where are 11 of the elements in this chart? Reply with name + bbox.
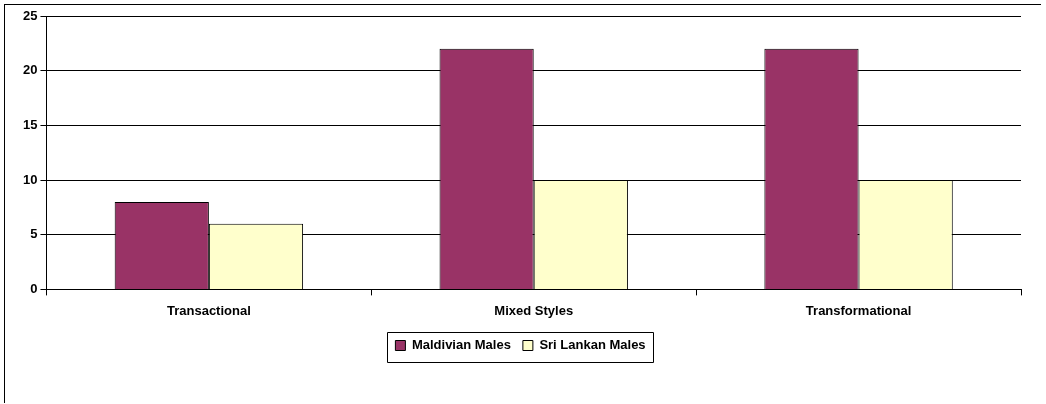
y-tick-label: 5 [30,226,38,242]
y-tick-label: 20 [22,62,38,78]
x-tick-label: Transformational [805,302,912,318]
x-tick-label: Transactional [166,302,251,318]
y-tick-label: 25 [22,7,38,23]
legend-label: Sri Lankan Males [539,337,646,353]
y-tick-label: 0 [30,280,38,296]
y-tick-label: 15 [22,116,38,132]
x-tick-label: Mixed Styles [494,302,574,318]
legend-label: Maldivian Males [411,337,511,353]
y-tick-label: 10 [22,171,38,187]
